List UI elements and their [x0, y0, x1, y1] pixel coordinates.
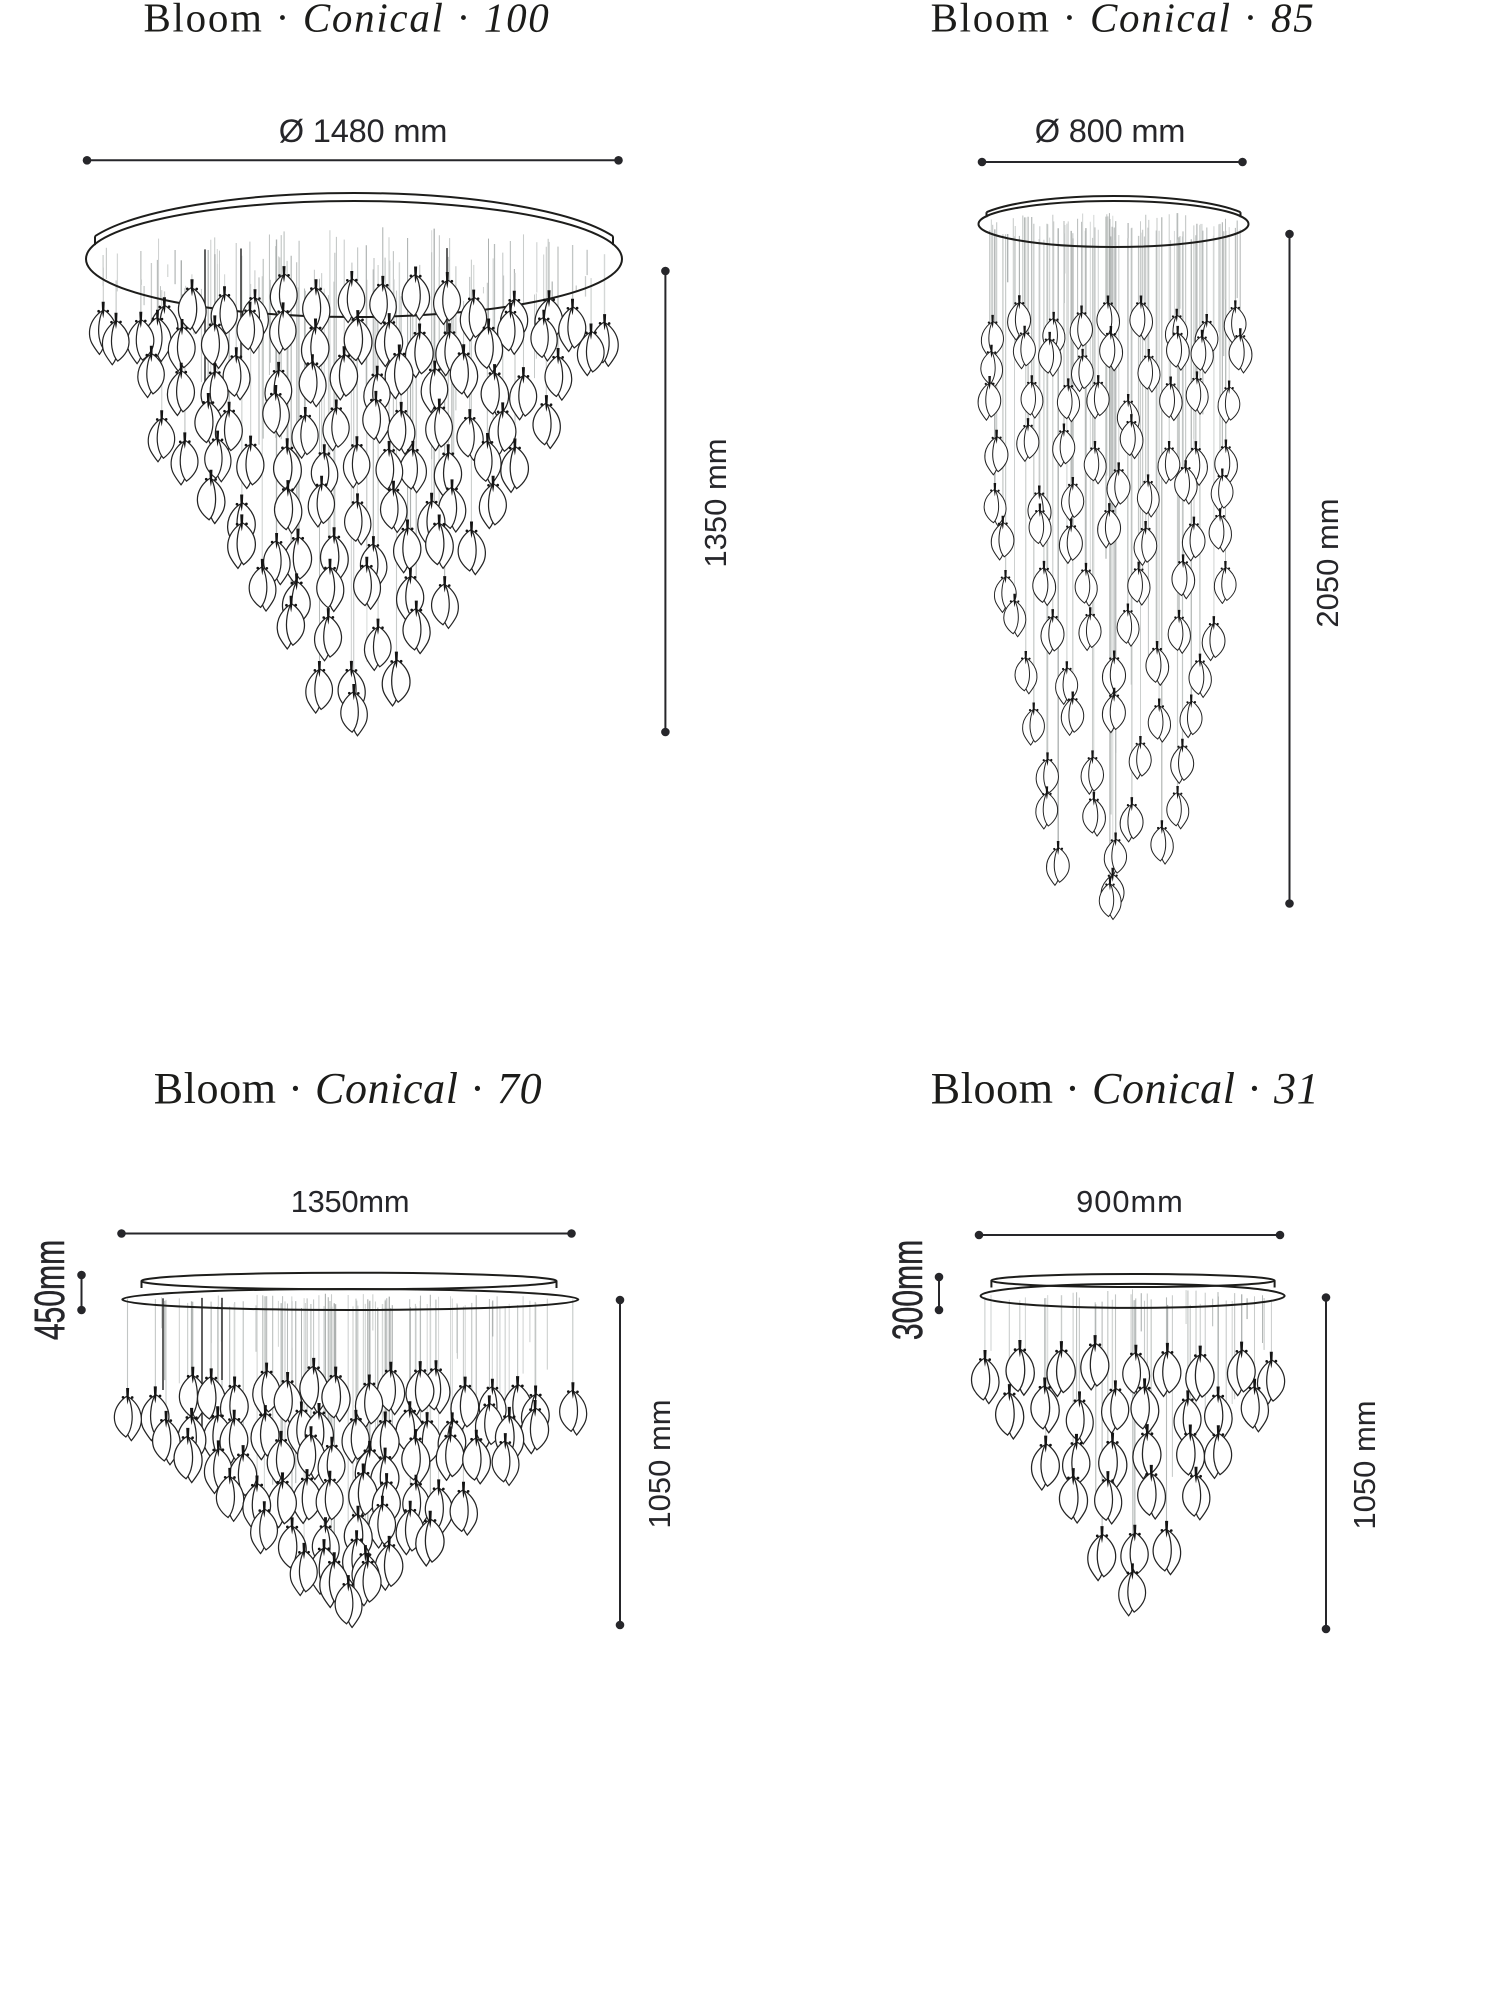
svg-text:1350 mm: 1350 mm: [698, 438, 733, 567]
svg-text:Bloom · Conical · 70: Bloom · Conical · 70: [154, 1064, 542, 1113]
svg-text:450mm: 450mm: [25, 1240, 74, 1340]
svg-text:Ø 800 mm: Ø 800 mm: [1035, 112, 1185, 149]
svg-text:1050 mm: 1050 mm: [642, 1399, 677, 1528]
svg-text:300mm: 300mm: [883, 1240, 932, 1340]
svg-text:1050 mm: 1050 mm: [1347, 1400, 1382, 1529]
svg-text:Ø 1480 mm: Ø 1480 mm: [279, 112, 447, 149]
svg-text:900mm: 900mm: [1076, 1184, 1184, 1219]
svg-text:1350mm: 1350mm: [291, 1184, 410, 1219]
svg-text:Bloom · Conical · 100: Bloom · Conical · 100: [143, 0, 550, 41]
svg-text:2050 mm: 2050 mm: [1310, 498, 1345, 627]
svg-text:Bloom · Conical · 31: Bloom · Conical · 31: [931, 1064, 1319, 1113]
svg-text:Bloom · Conical · 85: Bloom · Conical · 85: [931, 0, 1316, 41]
